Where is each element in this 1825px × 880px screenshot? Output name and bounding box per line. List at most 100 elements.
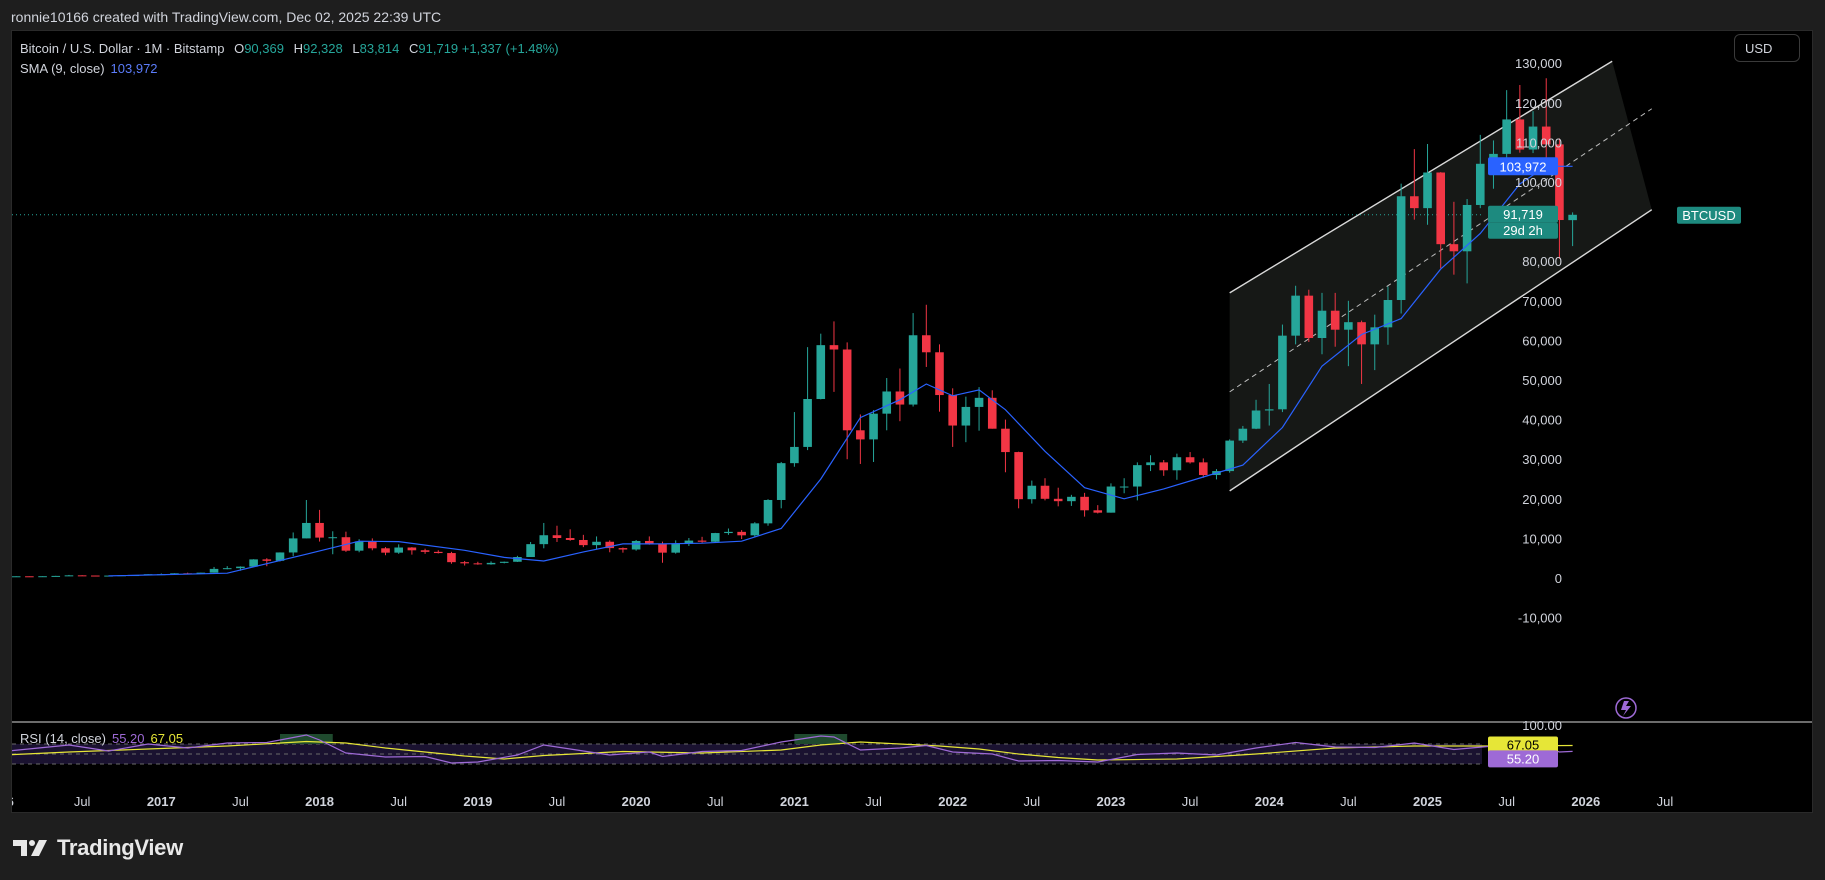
rsi-line — [12, 734, 1573, 764]
candle — [368, 541, 377, 549]
x-tick-label: Jul — [390, 794, 407, 809]
candle — [816, 345, 826, 400]
candle — [922, 335, 931, 353]
tradingview-logo-icon — [13, 840, 47, 856]
candle — [882, 391, 892, 414]
symbol-label: Bitcoin / U.S. Dollar · 1M · Bitstamp — [20, 41, 225, 56]
candle — [1344, 322, 1353, 330]
candle — [222, 568, 232, 570]
candle — [552, 535, 562, 539]
candle — [1146, 462, 1155, 466]
y-tick-label: 40,000 — [1522, 413, 1562, 428]
y-tick-label: 20,000 — [1522, 492, 1562, 507]
candle — [724, 531, 733, 534]
candle — [170, 573, 179, 575]
sma-price-tag: 103,972 — [1488, 157, 1558, 176]
candle — [354, 541, 364, 551]
sma-value: 103,972 — [110, 61, 158, 76]
candle — [935, 352, 944, 396]
x-tick-label: Jul — [1182, 794, 1199, 809]
candle — [803, 399, 812, 447]
candle — [1410, 196, 1419, 209]
sma-label: SMA (9, close) — [20, 61, 105, 76]
candle — [12, 576, 21, 578]
candle — [1449, 244, 1459, 252]
countdown-tag-text: 29d 2h — [1503, 223, 1543, 238]
high-value: 92,328 — [302, 41, 343, 56]
close-label: C — [409, 41, 419, 56]
x-tick-label: Jul — [865, 794, 882, 809]
currency-button[interactable]: USD — [1734, 34, 1800, 62]
symbol-tag-text: BTCUSD — [1682, 208, 1735, 223]
x-tick-label: Jul — [1340, 794, 1357, 809]
rsi-value-tag-text: 55.20 — [1507, 751, 1540, 766]
candle — [315, 522, 324, 538]
candle — [1133, 465, 1142, 487]
candle — [618, 548, 628, 550]
symbol-tag-bg — [1677, 206, 1741, 224]
candle — [579, 539, 588, 546]
sma-line — [108, 165, 1573, 577]
x-tick-label: 2024 — [1255, 794, 1285, 809]
candle — [565, 538, 575, 540]
x-tick-label: 2026 — [1571, 794, 1600, 809]
x-tick-label: 2019 — [463, 794, 492, 809]
candle — [209, 568, 219, 573]
rsi-ma-tag-text: 67.05 — [1507, 737, 1540, 752]
candle — [1383, 300, 1393, 328]
candle — [328, 537, 338, 539]
candle — [842, 349, 852, 431]
candle — [1541, 126, 1551, 145]
y-tick-label: 120,000 — [1515, 96, 1562, 111]
sma-price-tag-bg — [1488, 157, 1558, 176]
candle — [1014, 452, 1023, 500]
candle — [38, 576, 47, 578]
channel-upper-line — [1229, 60, 1613, 294]
rsi-label: RSI (14, close) — [20, 731, 106, 746]
candle — [776, 463, 786, 500]
tradingview-logo[interactable]: TradingView — [13, 835, 183, 861]
channel-fill — [1229, 61, 1652, 491]
candle — [1423, 172, 1432, 209]
candle — [1251, 410, 1261, 429]
candle — [1172, 457, 1182, 471]
x-tick-label: Jul — [549, 794, 566, 809]
candle — [1330, 310, 1340, 330]
candle — [856, 430, 865, 440]
x-tick-label: Jul — [1657, 794, 1674, 809]
candle — [1238, 428, 1248, 441]
sma-price-tag-text: 103,972 — [1500, 159, 1547, 174]
attribution-text: ronnie10166 created with TradingView.com… — [11, 9, 442, 25]
chart-frame[interactable]: 130,000 120,000 110,000 100,000 80,000 70,000… — [11, 30, 1813, 813]
candle — [249, 559, 258, 567]
x-tick-label: 2025 — [1413, 794, 1442, 809]
candle — [77, 575, 87, 577]
y-tick-label: -10,000 — [1518, 611, 1562, 626]
rsi-ma-value: 67.05 — [150, 731, 184, 746]
candle — [605, 541, 615, 549]
x-tick-label: 2018 — [305, 794, 334, 809]
rsi-overbought-fill — [794, 734, 848, 744]
candle — [460, 562, 469, 564]
candle — [288, 538, 298, 553]
x-tick-label: 2022 — [938, 794, 967, 809]
candle — [1119, 486, 1129, 488]
x-tick-label: 2020 — [622, 794, 651, 809]
last-price-tag-bg — [1488, 205, 1558, 223]
candle — [750, 523, 760, 536]
candle — [671, 543, 680, 553]
x-tick-label: 016 — [12, 794, 14, 809]
countdown-tag: 29d 2h — [1488, 222, 1558, 239]
candle — [394, 547, 403, 553]
candle — [790, 446, 799, 464]
candle — [1568, 214, 1577, 221]
candle — [539, 535, 549, 545]
symbol-tag: BTCUSD — [1677, 206, 1741, 224]
candle — [91, 575, 100, 577]
footer: TradingView — [0, 813, 1825, 880]
price-chart[interactable]: 130,000 120,000 110,000 100,000 80,000 70,000… — [12, 31, 1813, 813]
y-tick-label: 70,000 — [1522, 294, 1562, 309]
candle — [1291, 295, 1300, 336]
candle — [1304, 295, 1314, 339]
candle — [1027, 485, 1037, 500]
